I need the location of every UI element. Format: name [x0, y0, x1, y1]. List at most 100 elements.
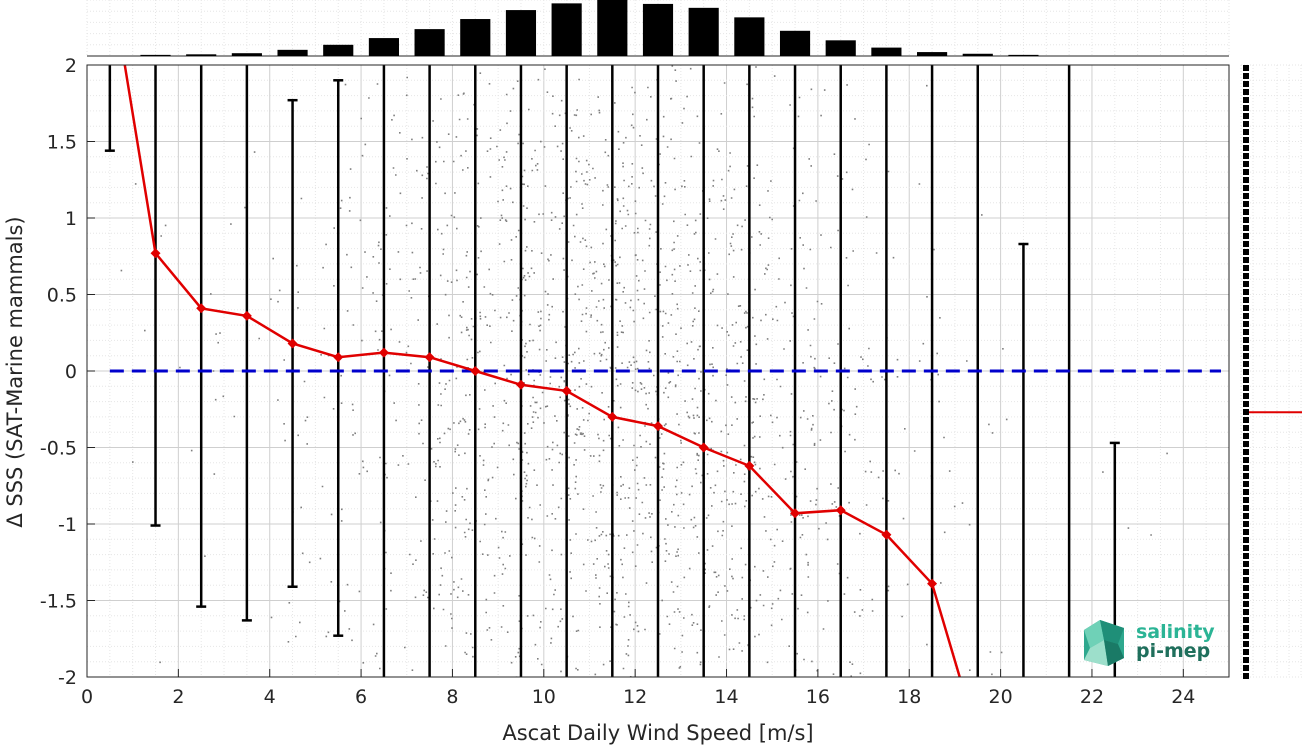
right-distribution-mark — [1243, 521, 1249, 527]
mean-marker — [744, 460, 755, 471]
right-marginal-grid — [1240, 64, 1302, 678]
mean-marker — [424, 352, 435, 363]
right-distribution-mark — [1243, 649, 1249, 655]
right-distribution-mark — [1243, 401, 1249, 407]
logo-text-line1: salinity — [1136, 621, 1215, 643]
x-tick-label: 2 — [172, 686, 184, 708]
right-distribution-mark — [1243, 481, 1249, 487]
right-distribution-mark — [1243, 217, 1249, 223]
bin-mean-series — [123, 65, 962, 677]
right-distribution-mark — [1243, 153, 1249, 159]
right-distribution-mark — [1243, 641, 1249, 647]
mean-marker — [790, 508, 801, 519]
right-marginal-distribution — [1243, 65, 1249, 679]
right-distribution-mark — [1243, 657, 1249, 663]
mean-marker — [698, 442, 709, 453]
histogram-bar — [505, 10, 537, 56]
right-distribution-mark — [1243, 465, 1249, 471]
right-distribution-mark — [1243, 281, 1249, 287]
right-distribution-mark — [1243, 561, 1249, 567]
right-distribution-mark — [1243, 145, 1249, 151]
right-distribution-mark — [1243, 377, 1249, 383]
right-distribution-mark — [1243, 585, 1249, 591]
mean-marker — [835, 505, 846, 516]
right-distribution-mark — [1243, 313, 1249, 319]
right-distribution-mark — [1243, 289, 1249, 295]
mean-marker — [561, 385, 572, 396]
histogram-bar — [323, 44, 354, 56]
right-distribution-mark — [1243, 665, 1249, 671]
right-distribution-mark — [1243, 601, 1249, 607]
right-distribution-mark — [1243, 297, 1249, 303]
x-tick-label: 18 — [897, 686, 921, 708]
right-distribution-mark — [1243, 385, 1249, 391]
right-distribution-mark — [1243, 529, 1249, 535]
right-distribution-mark — [1243, 97, 1249, 103]
right-distribution-mark — [1243, 137, 1249, 143]
histogram-bar — [551, 3, 582, 56]
histogram-bar — [871, 47, 902, 56]
logo-text-line2: pi-mep — [1136, 640, 1210, 662]
right-distribution-mark — [1243, 441, 1249, 447]
right-distribution-mark — [1243, 129, 1249, 135]
histogram-bar — [642, 3, 674, 57]
right-distribution-mark — [1243, 225, 1249, 231]
y-tick-label: -1 — [58, 514, 77, 536]
right-distribution-mark — [1243, 393, 1249, 399]
right-distribution-mark — [1243, 193, 1249, 199]
right-distribution-mark — [1243, 65, 1249, 71]
right-distribution-mark — [1243, 673, 1249, 679]
right-distribution-mark — [1243, 257, 1249, 263]
mean-marker — [150, 248, 161, 259]
x-tick-label: 16 — [806, 686, 830, 708]
top-histogram — [86, 0, 1230, 57]
right-distribution-mark — [1243, 81, 1249, 87]
y-tick-label: 1.5 — [47, 132, 77, 154]
histogram-bar — [140, 54, 171, 56]
y-tick-label: 0 — [65, 361, 77, 383]
histogram-bar — [186, 54, 217, 56]
right-distribution-mark — [1243, 553, 1249, 559]
x-tick-label: 0 — [81, 686, 93, 708]
right-distribution-mark — [1243, 545, 1249, 551]
right-distribution-mark — [1243, 89, 1249, 95]
x-tick-label: 24 — [1171, 686, 1195, 708]
x-axis-title: Ascat Daily Wind Speed [m/s] — [502, 721, 813, 745]
y-tick-label: 1 — [65, 208, 77, 230]
mean-line — [123, 65, 962, 677]
right-distribution-mark — [1243, 409, 1249, 415]
right-distribution-mark — [1243, 489, 1249, 495]
histogram-bar — [917, 52, 948, 56]
mean-marker — [333, 352, 344, 363]
y-axis-title: Δ SSS (SAT-Marine mammals) — [3, 216, 27, 527]
mean-marker — [378, 347, 389, 358]
right-distribution-mark — [1243, 233, 1249, 239]
right-distribution-mark — [1243, 577, 1249, 583]
x-tick-label: 20 — [989, 686, 1013, 708]
mean-marker — [196, 303, 207, 314]
right-distribution-mark — [1243, 177, 1249, 183]
y-axis-ticks: 2 1.5 1 0.5 0 -0.5 -1 -1.5 -2 — [40, 55, 95, 689]
right-distribution-mark — [1243, 73, 1249, 79]
right-distribution-mark — [1243, 161, 1249, 167]
right-distribution-mark — [1243, 457, 1249, 463]
right-distribution-mark — [1243, 361, 1249, 367]
right-marginal-axis — [1240, 64, 1302, 679]
histogram-bar — [368, 38, 399, 56]
y-tick-label: 2 — [65, 55, 77, 77]
x-tick-label: 14 — [714, 686, 738, 708]
right-distribution-mark — [1243, 105, 1249, 111]
right-distribution-mark — [1243, 353, 1249, 359]
y-tick-label: -0.5 — [40, 438, 77, 460]
x-tick-label: 12 — [623, 686, 647, 708]
logo-mark-icon — [1084, 620, 1124, 666]
histogram-bar — [825, 40, 856, 56]
histogram-bar — [688, 7, 719, 56]
right-distribution-mark — [1243, 417, 1249, 423]
histogram-bar — [277, 49, 308, 56]
right-distribution-mark — [1243, 113, 1249, 119]
mean-marker — [653, 421, 663, 432]
mean-marker — [515, 379, 526, 390]
histogram-bar — [460, 19, 491, 56]
